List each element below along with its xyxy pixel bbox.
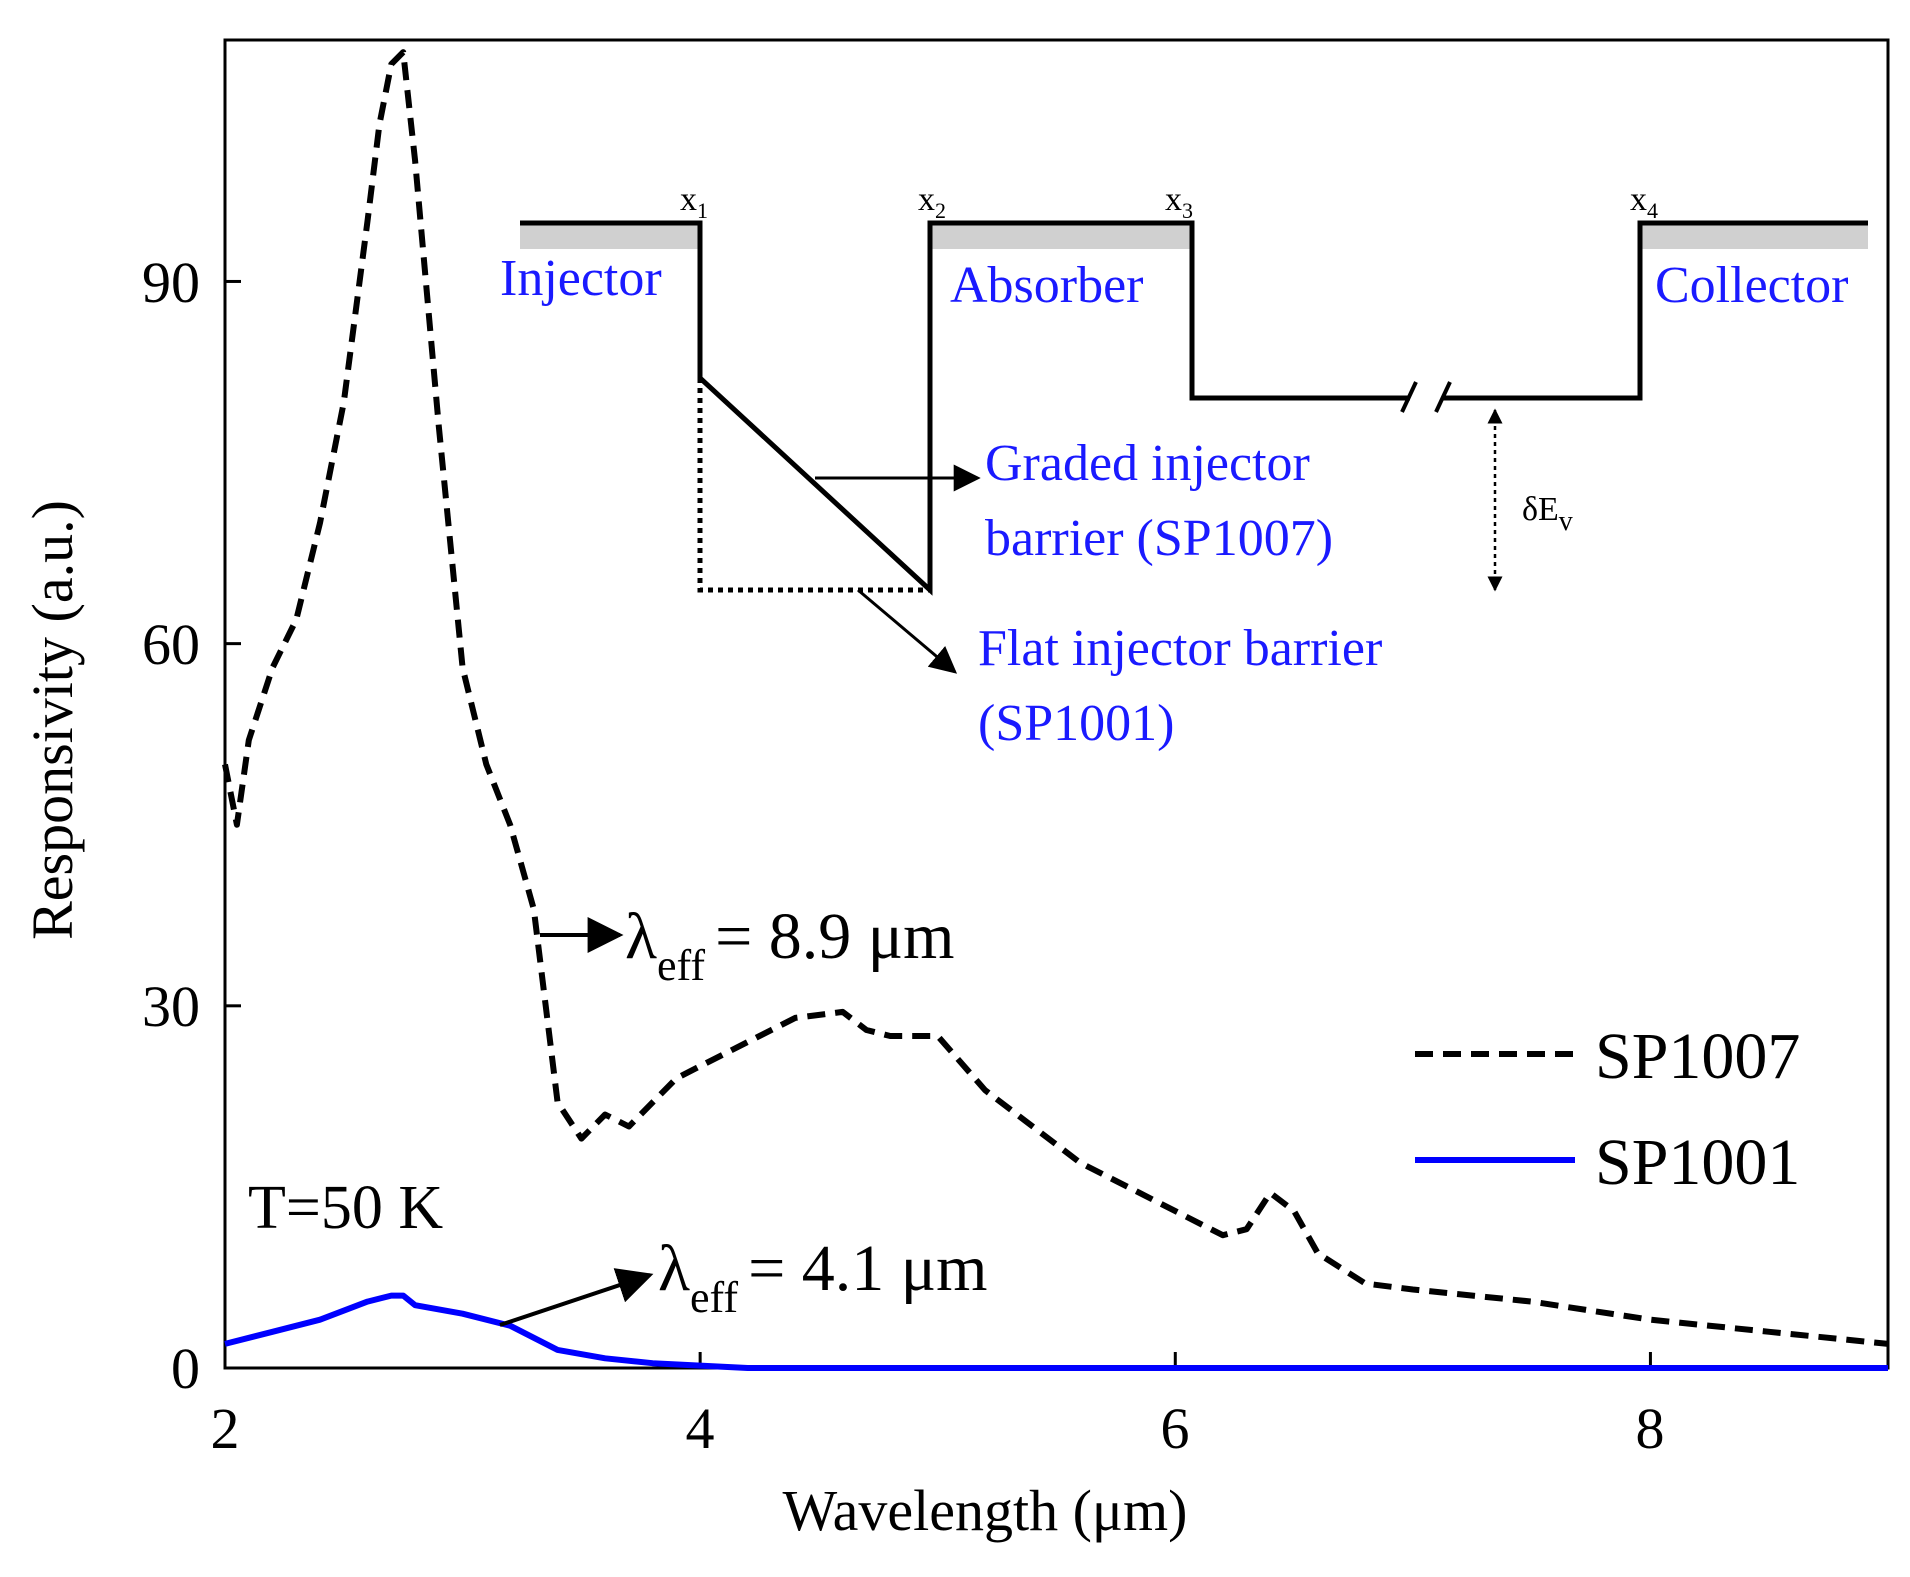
legend: SP1007 SP1001 [1415, 1020, 1800, 1199]
x-tick-label-2: 2 [211, 1396, 240, 1461]
x-tick-label-8: 8 [1636, 1396, 1665, 1461]
y-tick-label-0: 0 [171, 1336, 200, 1401]
absorber-label: Absorber [950, 257, 1144, 314]
collector-label: Collector [1655, 257, 1849, 314]
legend-label-sp1007: SP1007 [1595, 1020, 1800, 1093]
x-axis-title: Wavelength (μm) [783, 1478, 1188, 1543]
y-tick-label-30: 30 [142, 974, 200, 1039]
x3-label: x3 [1165, 181, 1193, 223]
injector-band-shade [520, 223, 700, 249]
x-tick-label-6: 6 [1161, 1396, 1190, 1461]
y-tick-label-90: 90 [142, 250, 200, 315]
graded-label-line2: barrier (SP1007) [985, 510, 1333, 567]
delta-ev-label: δEv [1522, 491, 1573, 537]
legend-label-sp1001: SP1001 [1595, 1126, 1800, 1199]
sp1007-cutoff-label: λeff = 8.9 μm [625, 900, 955, 990]
temperature-label: T=50 K [248, 1174, 443, 1242]
x2-label: x2 [918, 181, 946, 223]
series-line-sp1001 [224, 1292, 1888, 1371]
collector-band-shade [1640, 223, 1868, 249]
flat-arrow [857, 588, 958, 674]
y-tick-label-60: 60 [142, 612, 200, 677]
sp1001-cutoff-label: λeff = 4.1 μm [658, 1232, 988, 1322]
flat-barrier-profile [697, 378, 930, 593]
x-tick-label-4: 4 [686, 1396, 715, 1461]
graded-label-line1: Graded injector [985, 435, 1310, 492]
y-axis-title: Responsivity (a.u.) [20, 500, 85, 940]
series-line-sp1007 [222, 49, 1889, 1347]
x4-label: x4 [1630, 181, 1658, 223]
band-profile [520, 220, 1868, 596]
axis-break-mark-2 [1434, 381, 1452, 413]
injector-label: Injector [500, 250, 662, 307]
axis-break-mark-1 [1400, 381, 1418, 413]
sp1001-cutoff-arrow [499, 1268, 654, 1327]
flat-label-line1: Flat injector barrier [978, 620, 1382, 677]
band-diagram-inset: Injector Absorber Collector x1 x2 x3 x4 … [500, 181, 1868, 752]
x1-label: x1 [680, 181, 708, 223]
absorber-band-shade [930, 223, 1192, 249]
flat-label-line2: (SP1001) [978, 695, 1174, 752]
